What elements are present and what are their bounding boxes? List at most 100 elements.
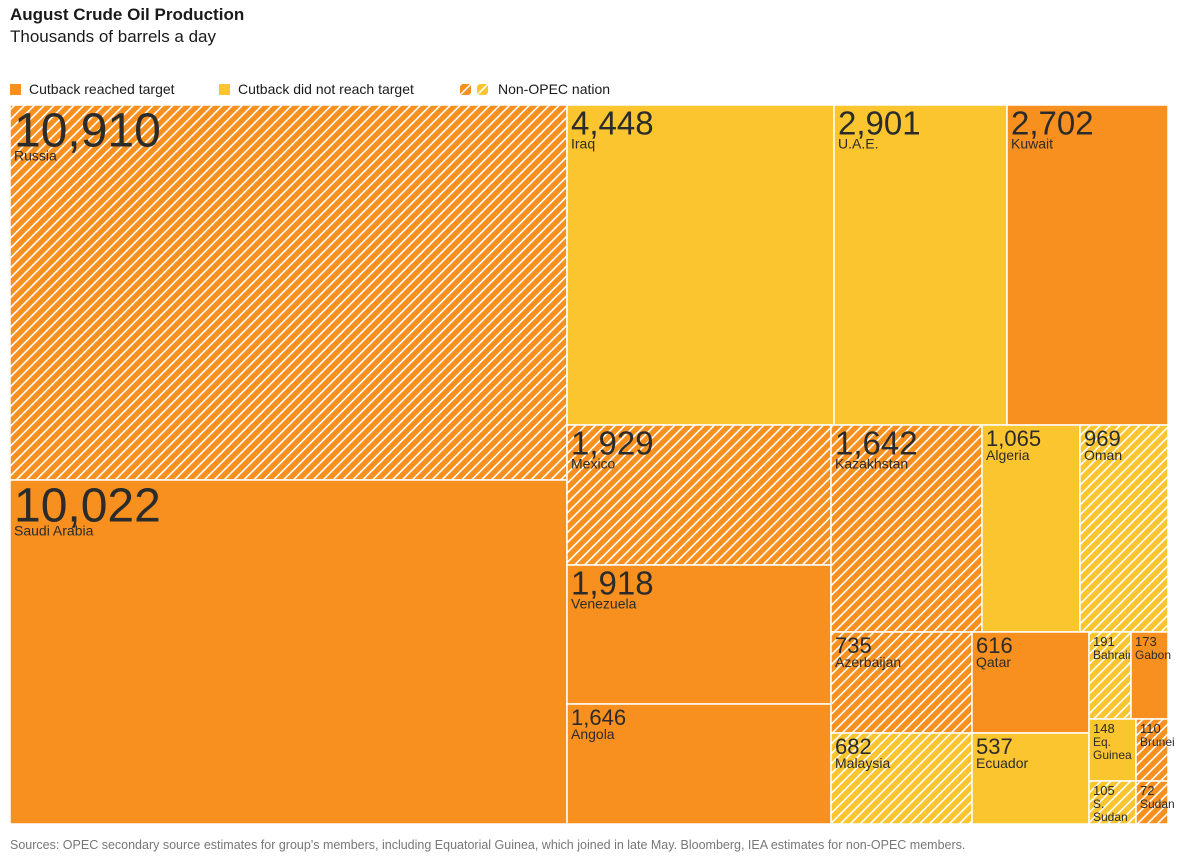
cell-label-bahrain: Bahrain [1093,648,1134,662]
cell-rect-kuwait [1006,104,1169,426]
cell-label-eq-guinea-1: Guinea [1093,748,1132,762]
cell-label-ecuador: Ecuador [976,755,1028,771]
cell-rect-malaysia [830,732,973,825]
cell-value-oman: 969 [1084,426,1121,451]
cell-label-azerbaijan: Azerbaijan [835,654,901,670]
cell-value-venezuela: 1,918 [571,565,654,602]
cell-label-iraq: Iraq [571,136,595,152]
cell-value-kazakhstan: 1,642 [835,425,918,462]
cell-rect-s-sudan [1088,780,1137,825]
legend-swatch-not-reached [219,83,230,95]
cell-rect-angola [566,703,832,825]
cell-rect-bahrain [1088,631,1132,720]
legend-label-reached: Cutback reached target [29,81,175,97]
cell-label-russia: Russia [14,147,57,163]
cell-value-gabon: 173 [1135,634,1157,649]
cell-rect-algeria [981,424,1081,633]
cell-label-algeria: Algeria [986,447,1030,463]
cell-label-s-sudan-1: Sudan [1093,810,1128,824]
cell-rect-gabon [1130,631,1169,720]
cell-value-qatar: 616 [976,633,1013,658]
cell-value-u-a-e: 2,901 [838,105,921,142]
legend-item-reached: Cutback reached target [10,81,175,97]
cell-value-angola: 1,646 [571,705,626,730]
cell-value-saudi-arabia: 10,022 [14,479,161,532]
legend-swatch-reached [10,83,21,95]
legend-swatch-non-opec-yellow [477,83,488,95]
cell-rect-brunei [1135,718,1169,782]
cell-label-u-a-e: U.A.E. [838,136,878,152]
legend-item-non-opec: Non-OPEC nation [460,81,610,97]
cell-value-sudan: 72 [1140,783,1154,798]
cell-label-oman: Oman [1084,447,1122,463]
cell-label-qatar: Qatar [976,654,1011,670]
cell-value-kuwait: 2,702 [1011,105,1094,142]
cell-label-malaysia: Malaysia [835,755,890,771]
cell-label-venezuela: Venezuela [571,596,637,612]
cell-label-angola: Angola [571,726,615,742]
cell-value-iraq: 4,448 [571,105,654,142]
cell-label-kuwait: Kuwait [1011,136,1053,152]
chart-title: August Crude Oil Production [10,5,245,24]
cell-value-malaysia: 682 [835,734,872,759]
cell-label-saudi-arabia: Saudi Arabia [14,522,94,538]
cell-value-algeria: 1,065 [986,426,1041,451]
cell-rect-oman [1079,424,1169,633]
cell-rect-venezuela [566,564,832,705]
legend-label-non-opec: Non-OPEC nation [498,81,611,97]
cell-rect-kazakhstan [830,424,983,633]
legend-swatch-non-opec-orange [460,83,471,95]
cell-value-mexico: 1,929 [571,425,654,462]
cell-rect-azerbaijan [830,631,973,734]
cell-rect-ecuador [971,732,1090,825]
legend-item-not-reached: Cutback did not reach target [219,81,414,97]
cell-value-russia: 10,910 [14,104,161,157]
cell-label-brunei: Brunei [1140,735,1175,749]
cell-value-bahrain: 191 [1093,634,1115,649]
cell-value-eq-guinea: 148 [1093,721,1115,736]
cell-rect-u-a-e [833,104,1008,426]
cell-rect-saudi-arabia [9,479,568,825]
cell-label-gabon: Gabon [1135,648,1171,662]
cell-label-sudan: Sudan [1140,797,1175,811]
cell-rect-iraq [566,104,835,426]
legend-label-not-reached: Cutback did not reach target [238,81,414,97]
cell-rect-russia [9,104,568,481]
cell-value-s-sudan: 105 [1093,783,1115,798]
cell-value-brunei: 110 [1140,721,1161,736]
cell-label-kazakhstan: Kazakhstan [835,456,908,472]
cell-value-ecuador: 537 [976,734,1013,759]
cell-value-azerbaijan: 735 [835,633,872,658]
cell-rect-eq-guinea [1088,718,1137,782]
cell-rect-qatar [971,631,1090,734]
source-note: Sources: OPEC secondary source estimates… [10,838,966,852]
cell-label-mexico: Mexico [571,456,616,472]
cell-label-s-sudan-0: S. [1093,797,1104,811]
cell-label-eq-guinea-0: Eq. [1093,735,1111,749]
cell-rect-mexico [566,424,832,566]
cell-rect-sudan [1135,780,1169,825]
chart-subtitle: Thousands of barrels a day [10,27,217,46]
